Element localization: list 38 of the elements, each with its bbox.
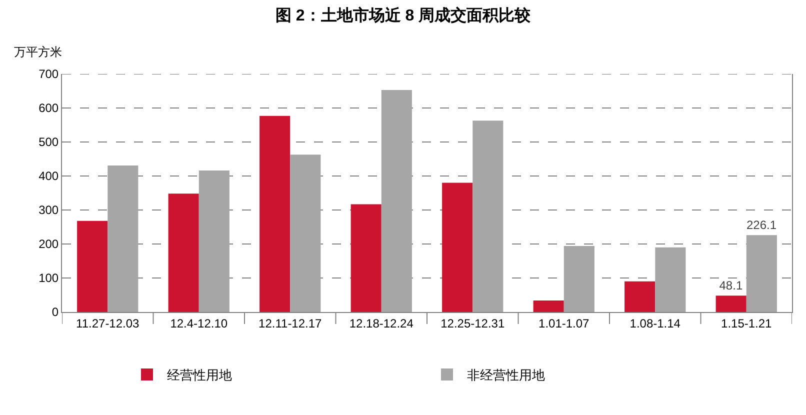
bar	[472, 120, 504, 312]
y-axis-title: 万平方米	[14, 45, 62, 59]
bar	[442, 182, 473, 312]
y-tick-label: 600	[38, 101, 59, 116]
y-tick-label: 0	[52, 305, 59, 320]
bar	[260, 116, 290, 312]
bar	[746, 235, 777, 312]
y-tick-label: 700	[38, 67, 59, 82]
bar	[290, 154, 321, 312]
data-label: 48.1	[719, 278, 743, 293]
y-tick-label: 400	[38, 169, 59, 184]
bar	[624, 281, 656, 312]
x-tick-label: 12.4-12.10	[170, 316, 228, 330]
x-tick-label: 12.18-12.24	[349, 316, 414, 330]
bar	[77, 220, 108, 312]
bar	[350, 204, 382, 312]
bar	[198, 170, 230, 312]
x-tick-label: 1.15-1.21	[721, 316, 772, 330]
bar	[533, 300, 564, 312]
bar	[108, 165, 138, 312]
x-tick-label: 11.27-12.03	[76, 316, 140, 330]
x-tick-label: 12.25-12.31	[440, 316, 505, 330]
bar	[168, 194, 199, 312]
x-tick-label: 1.01-1.07	[538, 316, 590, 330]
y-tick-label: 500	[38, 135, 59, 150]
bar	[655, 247, 686, 312]
x-tick-label: 1.08-1.14	[630, 316, 681, 330]
y-tick-label: 300	[38, 203, 59, 218]
bar	[564, 246, 594, 312]
legend-label: 非经营性用地	[467, 368, 545, 383]
data-label: 226.1	[746, 218, 777, 232]
x-tick-label: 12.11-12.17	[258, 316, 322, 330]
bar	[716, 296, 746, 312]
chart-title: 图 2：土地市场近 8 周成交面积比较	[275, 6, 532, 25]
y-tick-label: 100	[38, 271, 59, 286]
legend-label: 经营性用地	[167, 368, 232, 383]
y-tick-label: 200	[38, 237, 59, 252]
bar	[381, 90, 412, 312]
